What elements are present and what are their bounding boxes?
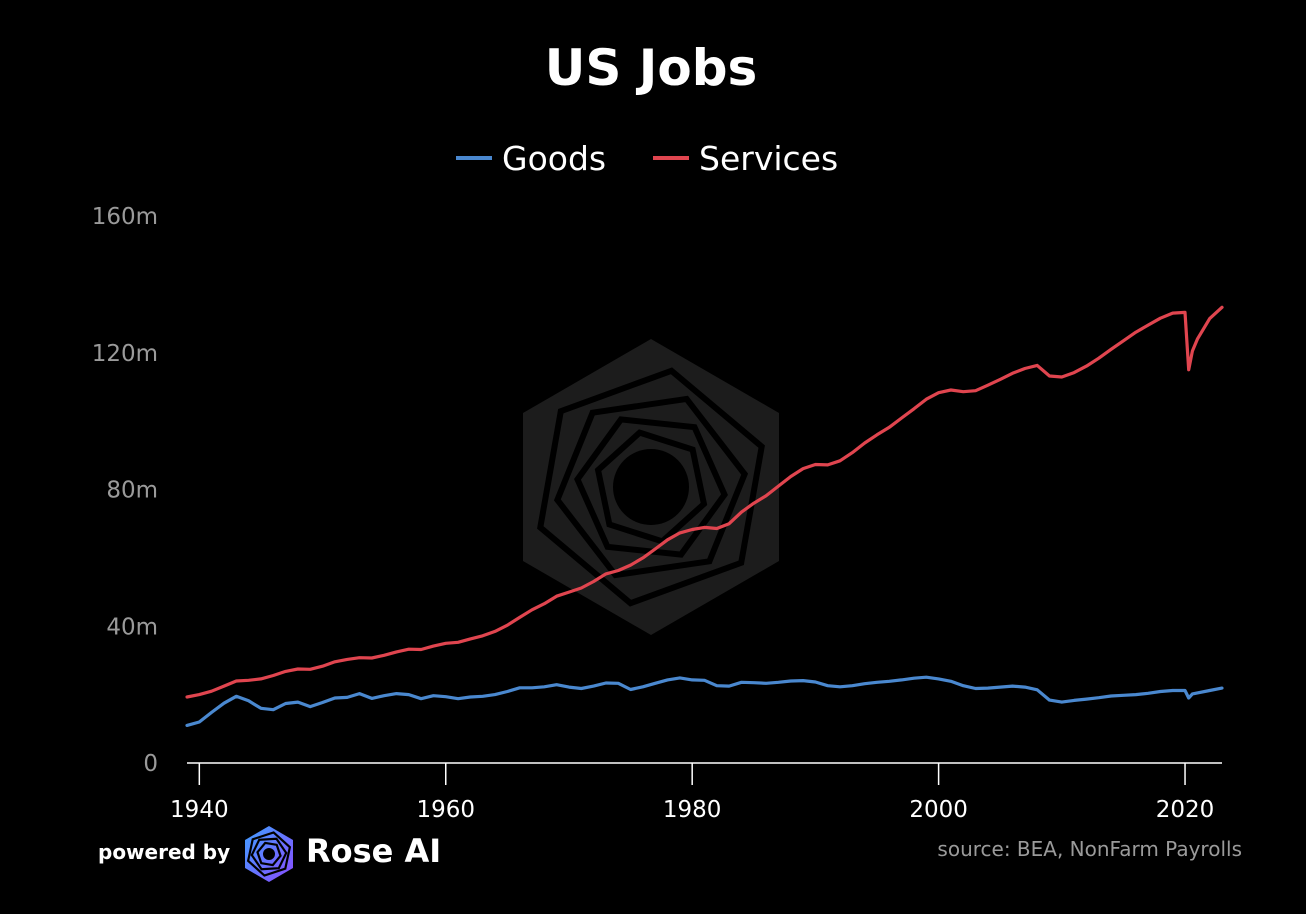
legend-label-services: Services	[699, 139, 838, 178]
plot-area	[185, 305, 1224, 728]
brand-name: Rose AI	[306, 832, 442, 870]
series-line-services	[185, 305, 1224, 699]
source-note: source: BEA, NonFarm Payrolls	[937, 837, 1242, 861]
y-axis: 0 40m 80m 120m 160m	[92, 204, 158, 777]
x-tick-label: 1980	[663, 797, 722, 823]
y-tick-label: 0	[143, 751, 158, 777]
x-tick-label: 2020	[1156, 797, 1215, 823]
x-tick-label: 1940	[170, 797, 229, 823]
rose-ai-logo-icon	[245, 826, 293, 882]
chart-title: US Jobs	[545, 39, 758, 97]
x-axis: 1940 1960 1980 2000 2020	[170, 762, 1222, 823]
x-tick-label: 1960	[416, 797, 475, 823]
series-line-goods	[185, 675, 1224, 728]
y-tick-label: 120m	[92, 341, 158, 367]
x-tick-label: 2000	[909, 797, 968, 823]
legend-label-goods: Goods	[502, 139, 606, 178]
rose-ai-watermark-icon	[523, 339, 779, 635]
legend: Goods Services	[456, 139, 838, 178]
powered-by-label: powered by	[98, 840, 231, 864]
y-tick-label: 160m	[92, 204, 158, 230]
y-tick-label: 80m	[106, 478, 158, 504]
y-tick-label: 40m	[106, 614, 158, 640]
